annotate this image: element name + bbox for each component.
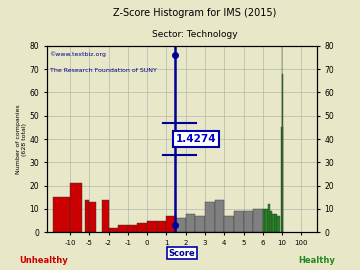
- Bar: [147, 221, 157, 232]
- Bar: [234, 211, 243, 232]
- Bar: [270, 211, 273, 232]
- Text: Sector: Technology: Sector: Technology: [152, 30, 237, 39]
- Text: Z-Score Histogram for IMS (2015): Z-Score Histogram for IMS (2015): [113, 8, 276, 18]
- Bar: [118, 225, 128, 232]
- Bar: [205, 202, 215, 232]
- Bar: [253, 209, 263, 232]
- Bar: [243, 211, 253, 232]
- Bar: [195, 216, 205, 232]
- Bar: [281, 127, 283, 232]
- Text: Unhealthy: Unhealthy: [19, 256, 68, 265]
- Bar: [53, 197, 70, 232]
- X-axis label: Score: Score: [168, 249, 195, 258]
- Bar: [157, 221, 166, 232]
- Text: Healthy: Healthy: [298, 256, 335, 265]
- Bar: [108, 228, 118, 232]
- Bar: [89, 202, 96, 232]
- Bar: [224, 216, 234, 232]
- Bar: [277, 216, 280, 232]
- Bar: [215, 200, 224, 232]
- Bar: [138, 223, 147, 232]
- Bar: [166, 216, 176, 232]
- Bar: [128, 225, 138, 232]
- Bar: [267, 204, 270, 232]
- Bar: [85, 200, 89, 232]
- Bar: [186, 214, 195, 232]
- Bar: [70, 183, 81, 232]
- Text: 1.4274: 1.4274: [176, 134, 216, 144]
- Bar: [102, 200, 108, 232]
- Y-axis label: Number of companies
(628 total): Number of companies (628 total): [16, 104, 27, 174]
- Bar: [265, 209, 267, 232]
- Text: ©www.textbiz.org: ©www.textbiz.org: [50, 52, 106, 57]
- Text: The Research Foundation of SUNY: The Research Foundation of SUNY: [50, 68, 156, 73]
- Bar: [176, 218, 186, 232]
- Bar: [273, 214, 275, 232]
- Bar: [275, 214, 277, 232]
- Bar: [263, 209, 265, 232]
